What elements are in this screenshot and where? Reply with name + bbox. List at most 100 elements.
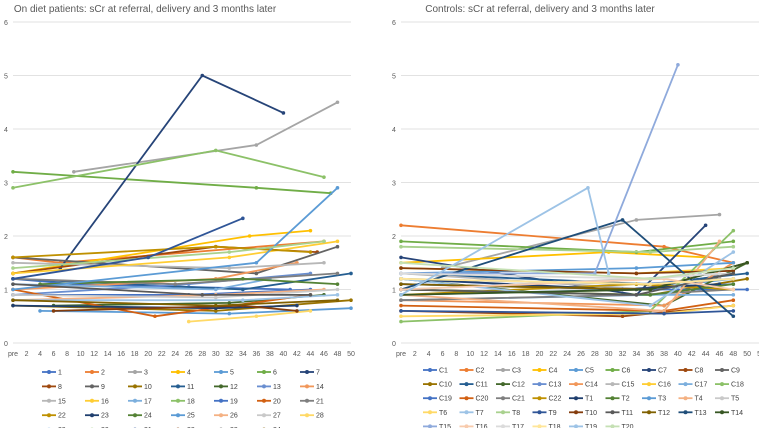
legend-marker (133, 398, 137, 403)
data-point (11, 282, 15, 286)
legend-marker (176, 370, 180, 374)
data-point (731, 244, 736, 249)
legend-marker (133, 413, 137, 418)
legend-label: 9 (101, 384, 105, 391)
legend-label: C2 (476, 368, 485, 375)
series-T8 (399, 244, 736, 254)
legend-item: C1 (423, 368, 448, 375)
data-point (11, 287, 15, 292)
legend-item: 9 (85, 384, 105, 391)
data-point (227, 250, 232, 254)
legend-item: T15 (423, 424, 451, 428)
series-line (59, 74, 284, 269)
x-tick-label: 18 (131, 351, 139, 358)
legend-item: C14 (569, 382, 598, 389)
legend-marker (90, 370, 94, 374)
x-tick-label: 44 (702, 351, 710, 358)
data-point (335, 186, 340, 190)
data-point (620, 314, 625, 319)
series-line (400, 251, 706, 264)
legend-label: 21 (316, 398, 324, 405)
series-22 (11, 244, 313, 260)
chart-1: On diet patients: sCr at referral, deliv… (4, 4, 355, 428)
legend-marker (47, 398, 51, 403)
data-point (731, 266, 736, 270)
legend-label: C21 (512, 396, 525, 403)
legend-item: T16 (459, 424, 488, 428)
legend-marker (176, 398, 180, 403)
legend-label: 28 (316, 413, 324, 420)
legend-item: 4 (171, 370, 191, 377)
data-point (745, 271, 749, 276)
legend-marker (464, 424, 469, 428)
x-tick-label: 22 (158, 351, 166, 358)
legend-label: T8 (512, 410, 520, 417)
y-tick-label: 2 (392, 234, 396, 241)
series-32 (51, 303, 299, 313)
y-tick-label: 0 (392, 341, 396, 348)
data-point (399, 277, 403, 281)
legend-item: 5 (214, 370, 234, 377)
legend-item: 17 (128, 398, 152, 405)
data-point (349, 306, 353, 311)
legend-marker (610, 382, 615, 387)
data-point (662, 311, 666, 316)
series-line (401, 64, 679, 275)
legend-marker (537, 424, 542, 428)
data-point (335, 100, 340, 105)
series-T18 (399, 277, 736, 286)
x-tick-label: 48 (729, 351, 737, 358)
legend-marker (219, 413, 223, 418)
legend-item: T2 (605, 396, 630, 403)
data-point (634, 271, 639, 276)
x-tick-label: 28 (198, 351, 206, 358)
x-tick-label: pre (8, 351, 18, 358)
legend-label: T4 (695, 396, 703, 403)
legend-marker (501, 368, 505, 372)
data-point (731, 298, 736, 303)
data-point (717, 239, 722, 244)
data-point (606, 271, 611, 276)
data-point (731, 250, 736, 254)
legend-label: C4 (549, 368, 558, 375)
x-tick-label: 12 (90, 351, 98, 358)
legend-marker (683, 382, 688, 387)
legend-label: 2 (101, 370, 105, 377)
data-point (399, 239, 403, 244)
data-point (322, 175, 326, 179)
legend-item: T7 (459, 410, 484, 417)
legend-label: T6 (439, 410, 447, 417)
data-point (335, 298, 340, 303)
legend-marker (647, 410, 651, 415)
legend-marker (501, 396, 505, 401)
x-tick-label: 20 (536, 351, 544, 358)
legend-item: 27 (257, 413, 281, 420)
x-tick-label: 42 (293, 351, 301, 358)
legend-label: C3 (512, 368, 521, 375)
legend-marker (537, 396, 542, 401)
legend-item: T18 (532, 424, 561, 428)
legend-item: 24 (128, 413, 152, 420)
x-tick-label: 4 (38, 351, 42, 358)
legend-marker (428, 424, 432, 428)
legend-marker (574, 410, 578, 415)
legend-item: 8 (42, 384, 62, 391)
data-point (399, 298, 403, 303)
legend-item: 13 (257, 384, 281, 391)
x-tick-label: 42 (688, 351, 696, 358)
x-tick-label: 26 (577, 351, 585, 358)
x-tick-label: 30 (605, 351, 613, 358)
legend-item: 25 (171, 413, 195, 420)
y-tick-label: 3 (392, 181, 396, 188)
legend-label: C20 (476, 396, 489, 403)
legend-marker (683, 368, 688, 372)
legend-marker (262, 384, 266, 389)
data-point (254, 186, 259, 190)
data-point (335, 282, 340, 286)
legend-marker (262, 370, 266, 374)
series-28 (186, 309, 313, 324)
legend-marker (90, 413, 94, 418)
legend-label: 25 (187, 413, 195, 420)
legend-label: T3 (658, 396, 666, 403)
legend-item: C18 (715, 382, 744, 389)
